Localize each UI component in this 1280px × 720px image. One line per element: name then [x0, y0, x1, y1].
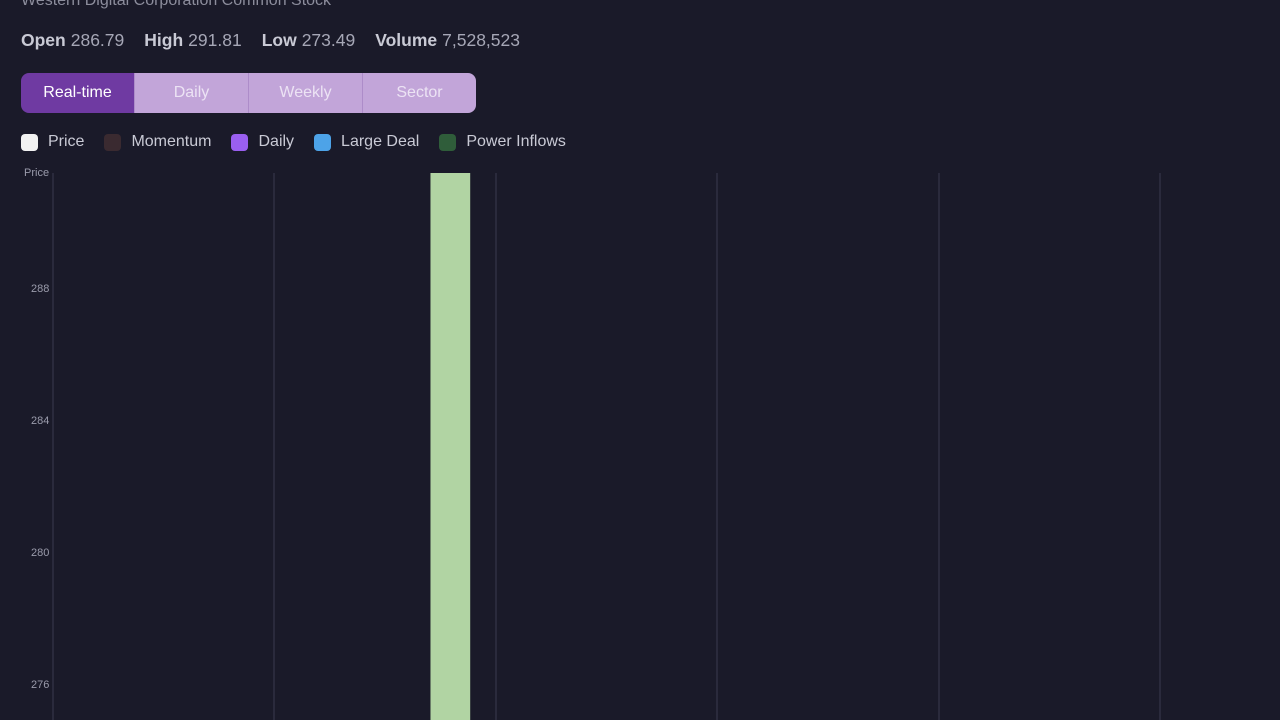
stat-open-label: Open — [21, 30, 66, 50]
y-tick-label: 280 — [31, 547, 49, 559]
price-stats: Open 286.79 High 291.81 Low 273.49 Volume 7,… — [21, 30, 520, 51]
legend-label-momentum: Momentum — [131, 133, 212, 150]
legend-label-daily: Daily — [258, 133, 295, 150]
stat-volume-value: 7,528,523 — [442, 30, 520, 50]
highlight-band-layer — [430, 173, 471, 720]
legend-item-price[interactable]: Price — [21, 133, 84, 151]
price-chart[interactable]: Price 288 284 280 276 — [0, 160, 1280, 720]
legend-item-large-deal[interactable]: Large Deal — [314, 133, 419, 151]
y-axis-title: Price — [24, 167, 49, 179]
chart-grid — [52, 173, 1161, 720]
stat-volume-label: Volume — [375, 30, 438, 50]
stat-low-label: Low — [261, 30, 297, 50]
timeframe-tabs: Real-time Daily Weekly Sector — [21, 73, 476, 113]
stat-low-value: 273.49 — [301, 30, 356, 50]
stat-low: Low 273.49 — [262, 30, 356, 51]
stat-high-label: High — [144, 30, 184, 50]
tab-daily[interactable]: Daily — [134, 73, 248, 113]
legend-swatch-power-inflows — [439, 133, 457, 151]
y-tick-label: 276 — [31, 679, 49, 691]
tab-real-time[interactable]: Real-time — [21, 73, 134, 113]
tab-weekly[interactable]: Weekly — [248, 73, 362, 113]
highlight-band — [430, 173, 471, 720]
legend-item-daily[interactable]: Daily — [231, 133, 294, 151]
legend-swatch-large-deal — [314, 133, 332, 151]
stat-open: Open 286.79 — [21, 30, 124, 51]
legend-swatch-price — [21, 133, 38, 151]
legend-swatch-daily — [231, 133, 249, 151]
chart-legend: Price Momentum Daily Large Deal Power In… — [21, 133, 566, 151]
y-tick-label: 284 — [31, 415, 49, 427]
legend-label-price: Price — [48, 133, 85, 150]
tab-sector[interactable]: Sector — [362, 73, 476, 113]
legend-label-large-deal: Large Deal — [341, 133, 420, 150]
stat-high: High 291.81 — [144, 30, 241, 51]
stat-high-value: 291.81 — [188, 30, 242, 50]
legend-item-momentum[interactable]: Momentum — [104, 133, 211, 151]
stat-volume: Volume 7,528,523 — [375, 30, 520, 51]
legend-swatch-momentum — [104, 133, 122, 151]
y-axis: Price 288 284 280 276 — [24, 167, 49, 691]
legend-label-power-inflows: Power Inflows — [466, 133, 566, 150]
stat-open-value: 286.79 — [70, 30, 125, 50]
y-tick-label: 288 — [31, 283, 49, 295]
stock-subtitle: Western Digital Corporation Common Stock — [21, 0, 332, 9]
legend-item-power-inflows[interactable]: Power Inflows — [439, 133, 566, 151]
